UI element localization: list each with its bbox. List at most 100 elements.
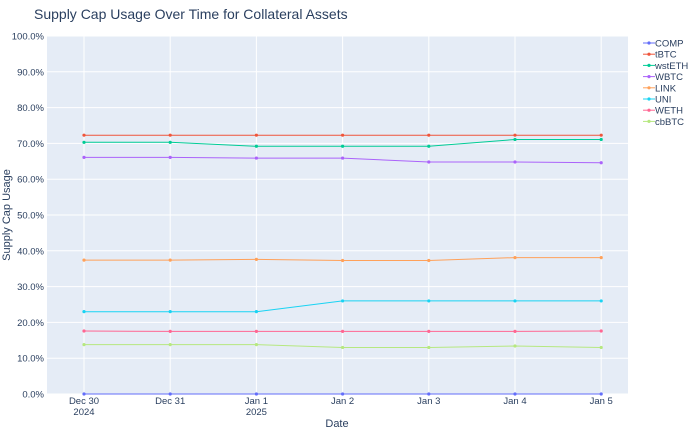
legend-marker (647, 97, 651, 101)
x-tick-label: Jan 1 (245, 396, 268, 407)
legend-item-weth[interactable]: WETH (643, 106, 683, 117)
y-tick-label: 80.0% (17, 103, 44, 114)
legend-label: LINK (655, 83, 677, 94)
data-point-wsteth (341, 144, 345, 148)
series-cbbtc (82, 342, 603, 350)
data-point-wbtc (254, 156, 258, 160)
data-point-uni (513, 299, 517, 303)
data-point-weth (254, 329, 258, 333)
gridlines (47, 35, 628, 395)
series-link (82, 256, 603, 263)
data-point-weth (599, 329, 603, 333)
chart-title: Supply Cap Usage Over Time for Collatera… (34, 6, 348, 22)
legend-marker (647, 41, 651, 45)
data-point-tbtc (427, 133, 431, 137)
y-tick-label: 70.0% (17, 139, 44, 150)
y-tick-label: 20.0% (17, 318, 44, 329)
legend-item-wbtc[interactable]: WBTC (643, 72, 683, 83)
data-point-cbbtc (168, 342, 172, 347)
data-point-wbtc (513, 160, 517, 164)
legend-marker (647, 75, 651, 79)
data-point-cbbtc (82, 342, 86, 347)
data-point-comp (254, 392, 258, 396)
data-point-uni (82, 310, 86, 314)
legend-item-wsteth[interactable]: wstETH (643, 61, 688, 72)
data-point-wsteth (254, 144, 258, 148)
series-tbtc (82, 133, 603, 137)
legend-marker (647, 63, 651, 67)
data-point-weth (341, 329, 345, 333)
data-point-cbbtc (599, 345, 603, 350)
x-tick-sublabel: 2025 (246, 407, 267, 418)
data-point-tbtc (254, 133, 258, 137)
data-point-wbtc (427, 160, 431, 164)
series-wbtc (82, 155, 603, 165)
data-point-cbbtc (427, 345, 431, 350)
legend-label: cbBTC (655, 117, 684, 128)
data-point-tbtc (513, 133, 517, 137)
legend-label: COMP (655, 39, 684, 50)
data-point-uni (254, 310, 258, 314)
x-tick-label: Jan 2 (331, 396, 354, 407)
legend-item-cbbtc[interactable]: cbBTC (643, 117, 684, 128)
data-point-cbbtc (513, 344, 517, 348)
legend-label: WBTC (655, 72, 683, 83)
legend-item-uni[interactable]: UNI (643, 95, 671, 106)
legend-label: wstETH (654, 61, 688, 72)
y-tick-label: 30.0% (17, 282, 44, 293)
series-lines (82, 133, 603, 396)
y-tick-label: 100.0% (12, 32, 45, 43)
series-wsteth (82, 137, 603, 148)
legend-label: tBTC (655, 50, 677, 61)
x-tick-label: Jan 3 (417, 396, 440, 407)
legend-item-link[interactable]: LINK (643, 83, 677, 94)
data-point-uni (168, 310, 172, 314)
data-point-link (513, 256, 517, 260)
x-tick-label: Jan 4 (503, 396, 526, 407)
legend-label: WETH (655, 106, 683, 117)
x-tick-sublabel: 2024 (73, 407, 94, 418)
data-point-wsteth (599, 137, 603, 142)
data-point-wbtc (341, 156, 345, 160)
data-point-tbtc (341, 133, 345, 137)
x-tick-label: Dec 31 (155, 396, 185, 407)
data-point-weth (82, 329, 86, 333)
data-point-comp (341, 392, 345, 396)
data-point-uni (341, 299, 345, 303)
data-point-link (427, 258, 431, 263)
y-tick-label: 0.0% (22, 390, 44, 401)
legend-marker (647, 52, 651, 56)
data-point-weth (513, 329, 517, 333)
data-point-link (599, 256, 603, 260)
legend-item-comp[interactable]: COMP (643, 39, 684, 50)
data-point-weth (427, 329, 431, 333)
y-axis-ticks: 0.0% 10.0% 20.0% 30.0% 40.0% 50.0% 60.0% 70.0% 8… (12, 32, 45, 401)
data-point-comp (427, 392, 431, 396)
series-weth (82, 329, 603, 333)
data-point-wsteth (168, 140, 172, 144)
data-point-tbtc (599, 133, 603, 137)
y-tick-label: 10.0% (17, 354, 44, 365)
data-point-cbbtc (254, 342, 258, 347)
series-uni (82, 299, 603, 314)
data-point-weth (168, 329, 172, 333)
data-point-tbtc (82, 133, 86, 137)
y-tick-label: 40.0% (17, 246, 44, 257)
series-comp (82, 392, 603, 396)
legend-marker (647, 108, 651, 112)
data-point-comp (82, 392, 86, 396)
data-point-comp (513, 392, 517, 396)
legend-item-tbtc[interactable]: tBTC (643, 50, 677, 61)
legend-label: UNI (655, 95, 671, 106)
y-axis-label: Supply Cap Usage (1, 169, 13, 261)
data-point-cbbtc (341, 345, 345, 350)
data-point-link (82, 258, 86, 262)
data-point-wbtc (82, 155, 86, 159)
data-point-wbtc (168, 155, 172, 159)
legend-marker (647, 86, 651, 90)
data-point-link (341, 258, 345, 263)
data-point-comp (168, 392, 172, 396)
data-point-wsteth (82, 140, 86, 144)
